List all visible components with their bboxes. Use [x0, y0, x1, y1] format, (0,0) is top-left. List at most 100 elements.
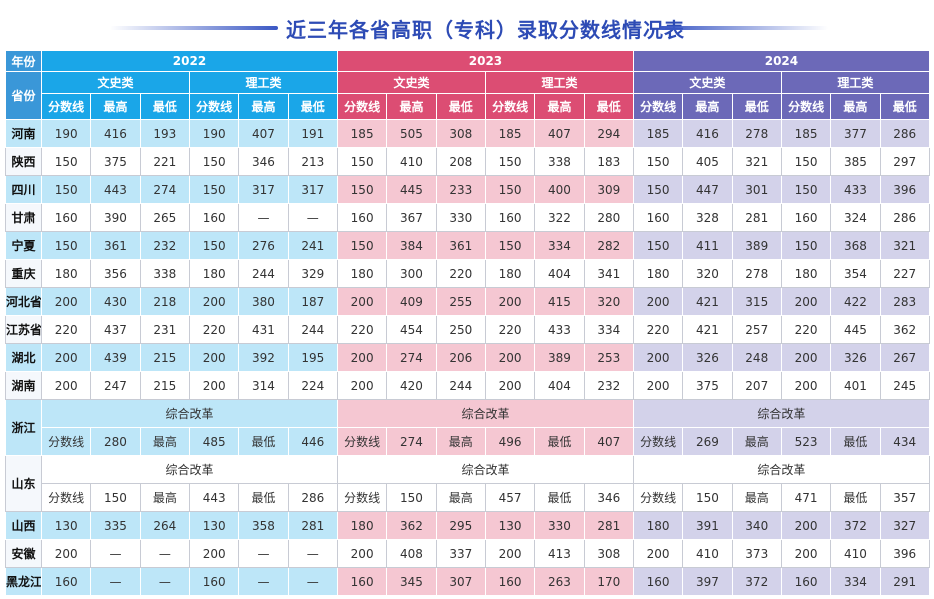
score-cell: — — [238, 567, 289, 596]
score-cell: 326 — [830, 343, 881, 372]
province-label: 山西 — [5, 511, 42, 540]
table-row: 河北省 200 430 218 200 380 187 200 409 255 200 415 320 2… — [5, 287, 930, 316]
score-cell: 523 — [780, 427, 832, 456]
score-cell: 160 — [336, 203, 388, 232]
score-cell: 231 — [139, 315, 190, 344]
score-cell: 407 — [238, 119, 289, 148]
score-cell: 401 — [830, 371, 881, 400]
score-cell: 200 — [484, 343, 536, 372]
table-row: 陕西 150 375 221 150 346 213 150 410 208 150 338 183 15… — [5, 147, 930, 176]
score-cell: 150 — [188, 147, 240, 176]
score-cell: 253 — [583, 343, 634, 372]
score-cell: 346 — [238, 147, 289, 176]
title-decoration-right — [660, 26, 828, 30]
subcol-header: 最高 — [682, 93, 733, 120]
score-cell: 最高 — [435, 427, 486, 456]
score-cell: 247 — [90, 371, 141, 400]
subcol-header: 最高 — [238, 93, 289, 120]
score-cell: 185 — [780, 119, 832, 148]
score-cell: 最高 — [435, 483, 486, 512]
score-cell: 232 — [139, 231, 190, 260]
score-cell: 389 — [731, 231, 782, 260]
province-label: 安徽 — [5, 539, 42, 568]
score-cell: 337 — [435, 539, 486, 568]
score-cell: 分数线 — [632, 483, 684, 512]
score-cell: 278 — [731, 119, 782, 148]
score-cell: 150 — [484, 147, 536, 176]
score-cell: — — [238, 539, 289, 568]
score-cell: 185 — [632, 119, 684, 148]
score-cell: 263 — [534, 567, 585, 596]
score-cell: 183 — [583, 147, 634, 176]
score-cell: 200 — [780, 343, 832, 372]
score-cell: 190 — [40, 119, 92, 148]
table-row: 湖南 200 247 215 200 314 224 200 420 244 200 404 232 20… — [5, 371, 930, 400]
score-cell: 200 — [40, 287, 92, 316]
table-row: 山东 综合改革 综合改革 综合改革 — [5, 455, 930, 512]
score-cell: 430 — [90, 287, 141, 316]
score-cell: 416 — [682, 119, 733, 148]
score-cell: 328 — [682, 203, 733, 232]
score-cell: 150 — [484, 175, 536, 204]
score-cell: 392 — [238, 343, 289, 372]
score-cell: 301 — [731, 175, 782, 204]
score-cell: 200 — [336, 539, 388, 568]
score-cell: 286 — [879, 119, 930, 148]
score-cell: 200 — [336, 371, 388, 400]
score-cell: 160 — [632, 567, 684, 596]
province-label: 河南 — [5, 119, 42, 148]
score-cell: 457 — [484, 483, 536, 512]
score-cell: 187 — [287, 287, 338, 316]
score-cell: 361 — [435, 231, 486, 260]
score-cell: 384 — [386, 231, 437, 260]
score-cell: 471 — [780, 483, 832, 512]
score-cell: 330 — [435, 203, 486, 232]
score-cell: 248 — [731, 343, 782, 372]
score-cell: 321 — [731, 147, 782, 176]
score-cell: 185 — [484, 119, 536, 148]
score-cell: 362 — [386, 511, 437, 540]
score-cell: 200 — [780, 539, 832, 568]
score-cell: 191 — [287, 119, 338, 148]
score-cell: 150 — [336, 231, 388, 260]
year-header-2022: 2022 — [41, 50, 338, 72]
score-cell: 295 — [435, 511, 486, 540]
reform-label: 综合改革 — [632, 399, 930, 428]
score-cell: 200 — [40, 539, 92, 568]
table-row: 四川 150 443 274 150 317 317 150 445 233 150 400 309 15… — [5, 175, 930, 204]
score-cell: 283 — [879, 287, 930, 316]
score-cell: 130 — [188, 511, 240, 540]
score-cell: 439 — [90, 343, 141, 372]
score-cell: 433 — [830, 175, 881, 204]
score-cell: — — [90, 567, 141, 596]
province-label: 江苏省 — [5, 315, 42, 344]
score-cell: 409 — [386, 287, 437, 316]
score-cell: 200 — [188, 343, 240, 372]
score-cell: 340 — [731, 511, 782, 540]
score-cell: 257 — [731, 315, 782, 344]
score-cell: — — [139, 567, 190, 596]
reform-label: 综合改革 — [336, 399, 634, 428]
score-cell: 308 — [583, 539, 634, 568]
score-cell: 200 — [780, 511, 832, 540]
score-cell: 322 — [534, 203, 585, 232]
score-cell: 308 — [435, 119, 486, 148]
score-cell: 150 — [188, 175, 240, 204]
province-label: 湖南 — [5, 371, 42, 400]
score-cell: 341 — [583, 259, 634, 288]
score-cell: 397 — [682, 567, 733, 596]
score-cell: 200 — [632, 539, 684, 568]
score-cell: 385 — [830, 147, 881, 176]
score-cell: 415 — [534, 287, 585, 316]
score-cell: 345 — [386, 567, 437, 596]
province-label: 四川 — [5, 175, 42, 204]
score-cell: 291 — [879, 567, 930, 596]
score-cell: 361 — [90, 231, 141, 260]
score-cell: 150 — [336, 175, 388, 204]
score-cell: 286 — [879, 203, 930, 232]
score-cell: 390 — [90, 203, 141, 232]
score-cell: 265 — [139, 203, 190, 232]
score-cell: 281 — [731, 203, 782, 232]
corner-year-label: 年份 — [5, 50, 42, 72]
score-cell: — — [139, 539, 190, 568]
